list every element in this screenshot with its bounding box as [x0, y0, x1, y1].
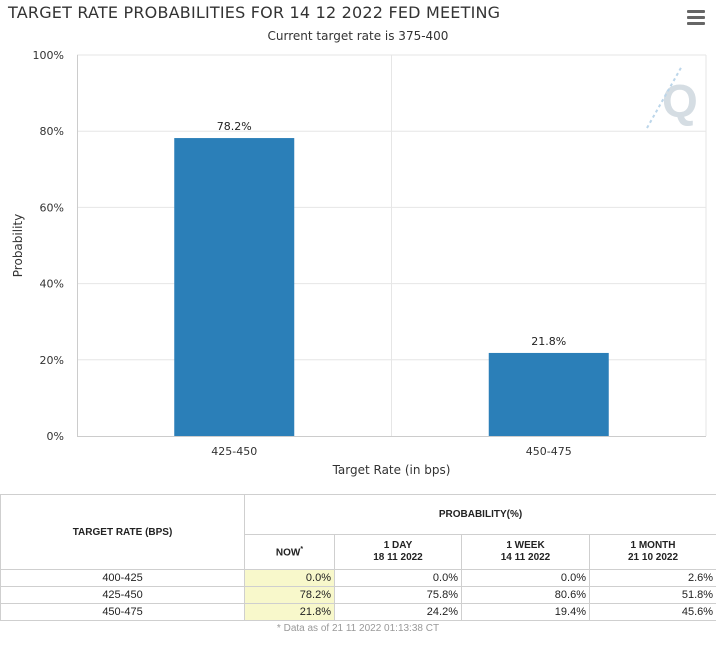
week-cell: 19.4%	[461, 603, 590, 621]
grid-layer	[77, 54, 707, 437]
column-header-1-month: 1 MONTH 21 10 2022	[588, 533, 716, 571]
bar	[174, 138, 295, 437]
day-cell: 75.8%	[334, 586, 462, 604]
probability-header: PROBABILITY(%)	[243, 494, 716, 535]
rate-cell: 400-425	[0, 569, 245, 587]
y-tick-label: 100%	[33, 49, 64, 62]
target-rate-header: TARGET RATE (BPS)	[0, 494, 245, 570]
now-cell: 21.8%	[244, 603, 335, 621]
y-tick-label: 20%	[40, 354, 64, 367]
labels-layer: 0% 20% 40% 60% 80% 100% 78.2% 425-450 21.8% 450-4…	[11, 49, 572, 477]
table-row: 450-475 21.8% 24.2% 19.4% 45.6%	[0, 603, 716, 621]
day-cell: 24.2%	[334, 603, 462, 621]
column-header-now: NOW*	[244, 533, 335, 571]
x-axis-title: Target Rate (in bps)	[332, 463, 451, 477]
now-cell: 78.2%	[244, 586, 335, 604]
week-cell: 80.6%	[461, 586, 590, 604]
chart-subtitle: Current target rate is 375-400	[267, 29, 449, 43]
month-cell: 2.6%	[588, 569, 716, 587]
data-label: 78.2%	[217, 120, 252, 133]
bar-chart: 0% 20% 40% 60% 80% 100% 78.2% 425-450 21.8% 450-4…	[11, 49, 707, 477]
y-tick-label: 80%	[40, 125, 64, 138]
y-axis-title: Probability	[11, 214, 25, 277]
chart-area: 0% 20% 40% 60% 80% 100% 78.2% 425-450 21.8% 450-4…	[8, 3, 707, 477]
table-row: 400-425 0.0% 0.0% 0.0% 2.6%	[0, 569, 716, 587]
table-row: 425-450 78.2% 75.8% 80.6% 51.8%	[0, 586, 716, 604]
x-tick-label: 450-475	[526, 445, 572, 458]
month-cell: 51.8%	[588, 586, 716, 604]
probability-table: TARGET RATE (BPS) PROBABILITY(%) NOW* 1 …	[0, 494, 716, 621]
data-label: 21.8%	[531, 335, 566, 348]
y-tick-label: 40%	[40, 278, 64, 291]
chart-title: TARGET RATE PROBABILITIES FOR 14 12 2022…	[8, 3, 501, 22]
month-cell: 45.6%	[588, 603, 716, 621]
now-cell: 0.0%	[244, 569, 335, 587]
y-tick-label: 0%	[47, 430, 64, 443]
day-cell: 0.0%	[334, 569, 462, 587]
hamburger-menu-icon[interactable]	[687, 10, 705, 26]
bar	[488, 352, 609, 436]
probability-table-section: TARGET RATE (BPS) PROBABILITY(%) NOW* 1 …	[0, 494, 716, 646]
bars-layer	[174, 138, 609, 437]
rate-cell: 450-475	[0, 603, 245, 621]
week-cell: 0.0%	[461, 569, 590, 587]
data-timestamp-footnote: * Data as of 21 11 2022 01:13:38 CT	[276, 623, 440, 634]
column-header-1-day: 1 DAY 18 11 2022	[334, 533, 462, 571]
y-tick-label: 60%	[40, 201, 64, 214]
x-tick-label: 425-450	[211, 445, 257, 458]
quikstrike-q-logo: Q	[646, 65, 698, 129]
svg-text:Q: Q	[662, 75, 698, 127]
rate-cell: 425-450	[0, 586, 245, 604]
column-header-1-week: 1 WEEK 14 11 2022	[461, 533, 590, 571]
